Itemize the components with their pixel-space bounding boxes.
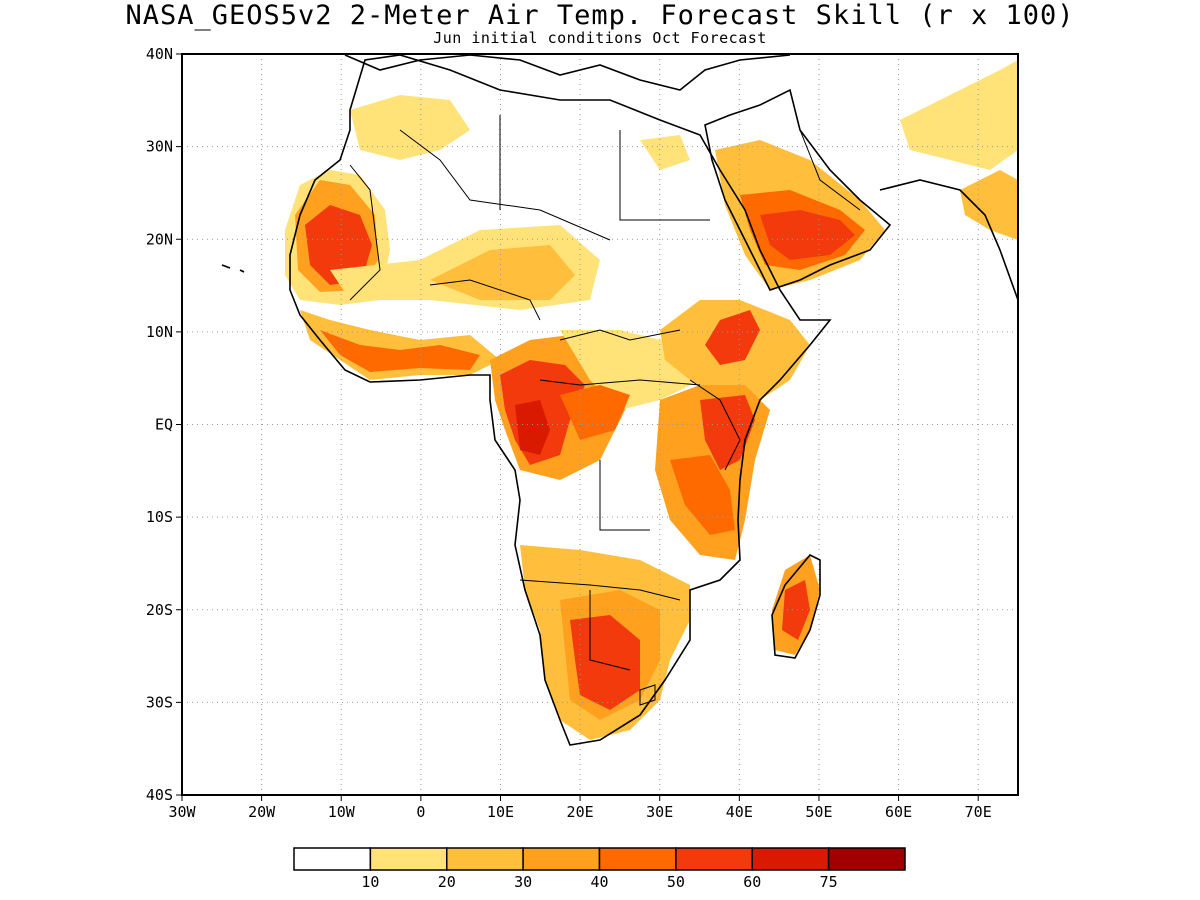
colorbar-swatch (293, 847, 372, 871)
lon-label: 30W (168, 803, 196, 821)
colorbar-label: 75 (820, 873, 838, 891)
shade-ethiopia-core (705, 310, 760, 365)
lat-label: 10N (146, 323, 173, 341)
colorbar-swatch (598, 847, 677, 871)
colorbar (293, 847, 906, 871)
border-2 (399, 129, 611, 241)
border-6 (559, 329, 681, 341)
lat-label: 40N (146, 45, 173, 63)
shade-eafrica-mid (670, 455, 735, 535)
lon-label: 20W (248, 803, 276, 821)
lat-label: 30N (146, 138, 173, 156)
lon-label: 40E (726, 803, 753, 821)
lon-label: 0 (416, 803, 425, 821)
colorbar-swatch (522, 847, 601, 871)
shade-sahel-mid (430, 245, 575, 300)
colorbar-swatch (751, 847, 830, 871)
shade-eafrica-core (700, 395, 755, 470)
border-8 (599, 460, 650, 531)
map-subtitle: Jun initial conditions Oct Forecast (433, 29, 767, 47)
shade-w-sahara-core (305, 205, 372, 285)
lon-label: 10E (487, 803, 514, 821)
latitude-labels: 40N 30N 20N 10N EQ 10S 20S 30S 40S (146, 45, 173, 804)
lon-label: 60E (885, 803, 912, 821)
lat-label: 10S (146, 508, 173, 526)
arabia-coastline (704, 88, 892, 291)
europe-coastline (344, 54, 791, 91)
border-1 (349, 164, 381, 301)
lat-label: 20N (146, 230, 173, 248)
shade-egypt-small (640, 135, 690, 170)
shade-cameroon-dark (515, 400, 550, 455)
shade-car-mid (560, 385, 630, 440)
border-9 (519, 579, 681, 601)
colorbar-label: 30 (514, 873, 532, 891)
colorbar-label: 40 (590, 873, 608, 891)
madagascar-coastline (771, 554, 821, 659)
lat-label: 20S (146, 601, 173, 619)
colorbar-swatch (369, 847, 448, 871)
border-12 (799, 129, 861, 211)
lat-label: 30S (146, 693, 173, 711)
colorbar-swatch (446, 847, 524, 871)
asia-coastline (879, 179, 1018, 301)
colorbar-label: 10 (361, 873, 379, 891)
lon-label: 70E (965, 803, 992, 821)
border-4 (619, 130, 710, 221)
shade-madagascar-core (782, 580, 810, 640)
shade-s-africa-core (570, 615, 640, 710)
shade-iran (900, 60, 1018, 170)
lon-label: 20E (567, 803, 594, 821)
colorbar-label: 60 (743, 873, 761, 891)
colorbar-labels: 10 20 30 40 50 60 75 (361, 873, 837, 891)
shade-iran-mid (960, 170, 1018, 240)
shade-arabia-core (760, 210, 855, 260)
colorbar-label: 50 (667, 873, 685, 891)
border-13 (639, 684, 656, 706)
longitude-labels: 30W 20W 10W 0 10E 20E 30E 40E 50E 60E 70E (168, 803, 991, 821)
coastlines (221, 54, 1018, 746)
grid-lines (182, 54, 1018, 795)
colorbar-swatch (827, 847, 906, 871)
country-borders (349, 115, 861, 706)
lon-label: 10W (328, 803, 356, 821)
lon-label: 50E (805, 803, 832, 821)
border-11 (689, 379, 741, 471)
skill-shading (285, 60, 1018, 740)
shade-libya (350, 95, 470, 160)
lon-label: 30E (646, 803, 673, 821)
map-title: NASA_GEOS5v2 2-Meter Air Temp. Forecast … (125, 0, 1075, 31)
border-7 (539, 379, 701, 386)
island-canary (221, 264, 245, 273)
lat-label: 40S (146, 786, 173, 804)
colorbar-swatch (675, 847, 753, 871)
lat-label: EQ (155, 416, 173, 434)
colorbar-label: 20 (438, 873, 456, 891)
border-5 (429, 279, 541, 321)
shade-guinea-core (320, 330, 480, 372)
border-10 (589, 590, 631, 671)
axis-ticks (176, 53, 979, 801)
